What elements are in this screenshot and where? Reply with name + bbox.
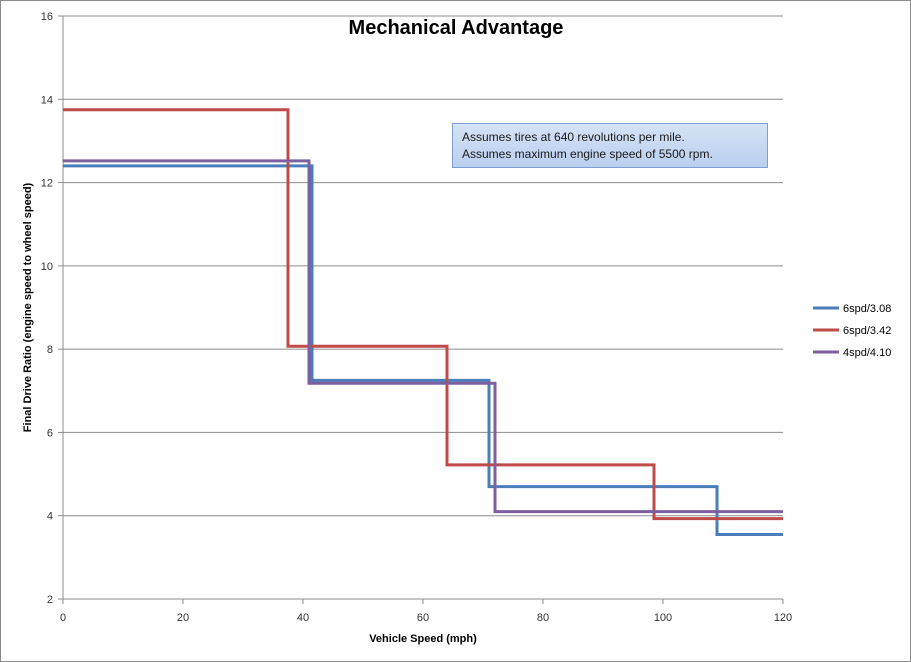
x-tick-label-40: 40 bbox=[297, 612, 309, 624]
y-tick-label-14: 14 bbox=[41, 94, 53, 106]
annotation-box: Assumes tires at 640 revolutions per mil… bbox=[452, 123, 768, 168]
y-tick-label-2: 2 bbox=[47, 594, 53, 606]
series-line-6spd-3-42 bbox=[63, 108, 783, 521]
x-tick-label-120: 120 bbox=[774, 612, 792, 624]
y-tick-label-6: 6 bbox=[47, 427, 53, 439]
y-axis-title: Final Drive Ratio (engine speed to wheel… bbox=[22, 182, 34, 432]
x-tick-label-0: 0 bbox=[60, 612, 66, 624]
x-tick-label-100: 100 bbox=[654, 612, 672, 624]
legend-label-6spd-3-08: 6spd/3.08 bbox=[843, 303, 891, 315]
x-tick-label-20: 20 bbox=[177, 612, 189, 624]
y-tick-label-10: 10 bbox=[41, 261, 53, 273]
y-tick-label-12: 12 bbox=[41, 178, 53, 190]
annotation-line-1: Assumes tires at 640 revolutions per mil… bbox=[462, 130, 685, 144]
chart-title: Mechanical Advantage bbox=[349, 17, 564, 39]
series-line-6spd-3-08 bbox=[63, 164, 783, 536]
x-axis-title: Vehicle Speed (mph) bbox=[369, 633, 477, 645]
x-tick-label-60: 60 bbox=[417, 612, 429, 624]
annotation-line-2: Assumes maximum engine speed of 5500 rpm… bbox=[462, 147, 713, 161]
y-tick-label-4: 4 bbox=[47, 511, 53, 523]
legend-label-4spd-4-10: 4spd/4.10 bbox=[843, 347, 891, 359]
y-tick-label-16: 16 bbox=[41, 11, 53, 23]
y-tick-label-8: 8 bbox=[47, 344, 53, 356]
series-line-4spd-4-10 bbox=[63, 159, 783, 514]
legend-label-6spd-3-42: 6spd/3.42 bbox=[843, 325, 891, 337]
x-tick-label-80: 80 bbox=[537, 612, 549, 624]
